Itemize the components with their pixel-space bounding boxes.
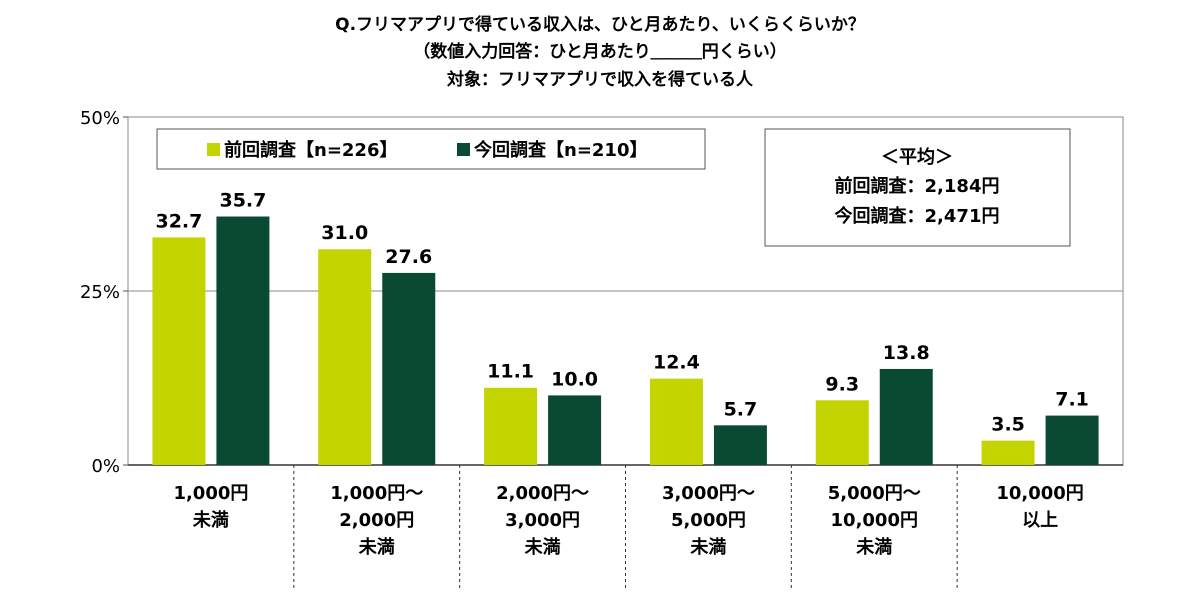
data-label-s0-c3: 12.4	[653, 352, 700, 374]
bar-s0-c0	[152, 237, 206, 465]
data-label-s0-c1: 31.0	[321, 222, 368, 244]
category-label-4-line-1: 10,000円	[831, 510, 918, 531]
category-label-5-line-0: 10,000円	[996, 483, 1083, 504]
data-label-s1-c5: 7.1	[1055, 389, 1089, 411]
title-line-3: 対象：フリマアプリで収入を得ている人	[446, 69, 754, 90]
category-label-4-line-0: 5,000円～	[828, 483, 921, 504]
data-label-s0-c5: 3.5	[991, 414, 1025, 436]
data-label-s1-c2: 10.0	[551, 368, 598, 390]
legend-label-previous: 前回調査【n=226】	[224, 139, 397, 161]
data-label-s1-c3: 5.7	[724, 398, 758, 420]
category-dividers	[293, 465, 958, 590]
y-tick-label-50: 50%	[80, 108, 120, 129]
average-title: ＜平均＞	[881, 146, 953, 168]
bar-s0-c2	[484, 387, 538, 465]
bar-s1-c2	[548, 395, 602, 465]
category-label-0-line-0: 1,000円	[173, 483, 248, 504]
category-label-1-line-0: 1,000円～	[330, 483, 423, 504]
data-label-s0-c2: 11.1	[487, 361, 534, 383]
category-label-3-line-1: 5,000円	[671, 510, 746, 531]
average-current: 今回調査：2,471円	[835, 205, 1000, 227]
category-label-2-line-0: 2,000円～	[496, 483, 589, 504]
category-label-1-line-1: 2,000円	[339, 510, 414, 531]
data-label-s1-c1: 27.6	[385, 246, 432, 268]
bar-s1-c5	[1045, 415, 1099, 465]
average-box-frame	[764, 128, 1071, 247]
average-previous: 前回調査：2,184円	[835, 175, 1000, 197]
bar-s1-c3	[713, 425, 767, 465]
y-axis-ticks: 0% 25% 50%	[80, 108, 128, 477]
y-tick-label-0: 0%	[91, 456, 120, 477]
category-label-2-line-1: 3,000円	[505, 510, 580, 531]
data-label-s1-c4: 13.8	[883, 342, 930, 364]
category-labels: 1,000円未満1,000円～2,000円未満2,000円～3,000円未満3,…	[173, 483, 1083, 558]
category-label-3-line-0: 3,000円～	[662, 483, 755, 504]
title-line-2: （数値入力回答：ひと月あたり＿＿＿円くらい）	[413, 41, 787, 62]
data-labels: 32.7 35.7 31.0 27.6 11.1 10.0 12.4 5.7 9.3 13.8 3.…	[155, 190, 1088, 436]
bars	[152, 216, 1099, 465]
chart-title: Q.フリマアプリで得ている収入は、ひと月あたり、いくらくらいか？ （数値入力回答…	[335, 14, 865, 90]
category-label-2-line-2: 未満	[525, 536, 561, 558]
bar-s0-c5	[981, 440, 1035, 465]
data-label-s0-c0: 32.7	[155, 210, 202, 232]
bar-s0-c3	[649, 378, 703, 465]
average-box: ＜平均＞ 前回調査：2,184円 今回調査：2,471円	[764, 128, 1071, 247]
legend: 前回調査【n=226】 今回調査【n=210】	[156, 128, 706, 170]
bar-s0-c1	[318, 249, 372, 465]
bar-s1-c1	[382, 272, 436, 465]
bar-s0-c4	[815, 400, 869, 465]
category-label-4-line-2: 未満	[856, 536, 892, 558]
legend-swatch-current	[457, 143, 470, 156]
category-label-5-line-1: 以上	[1022, 510, 1058, 531]
bar-s1-c4	[879, 368, 933, 465]
legend-frame	[156, 128, 706, 170]
category-label-1-line-2: 未満	[359, 536, 395, 558]
data-label-s0-c4: 9.3	[825, 373, 859, 395]
bar-s1-c0	[216, 216, 270, 465]
y-tick-label-25: 25%	[80, 282, 120, 303]
legend-label-current: 今回調査【n=210】	[474, 139, 647, 161]
data-label-s1-c0: 35.7	[219, 190, 266, 212]
title-line-1: Q.フリマアプリで得ている収入は、ひと月あたり、いくらくらいか？	[335, 14, 865, 35]
category-label-0-line-1: 未満	[193, 509, 229, 531]
category-label-3-line-2: 未満	[690, 536, 726, 558]
legend-swatch-previous	[207, 143, 220, 156]
